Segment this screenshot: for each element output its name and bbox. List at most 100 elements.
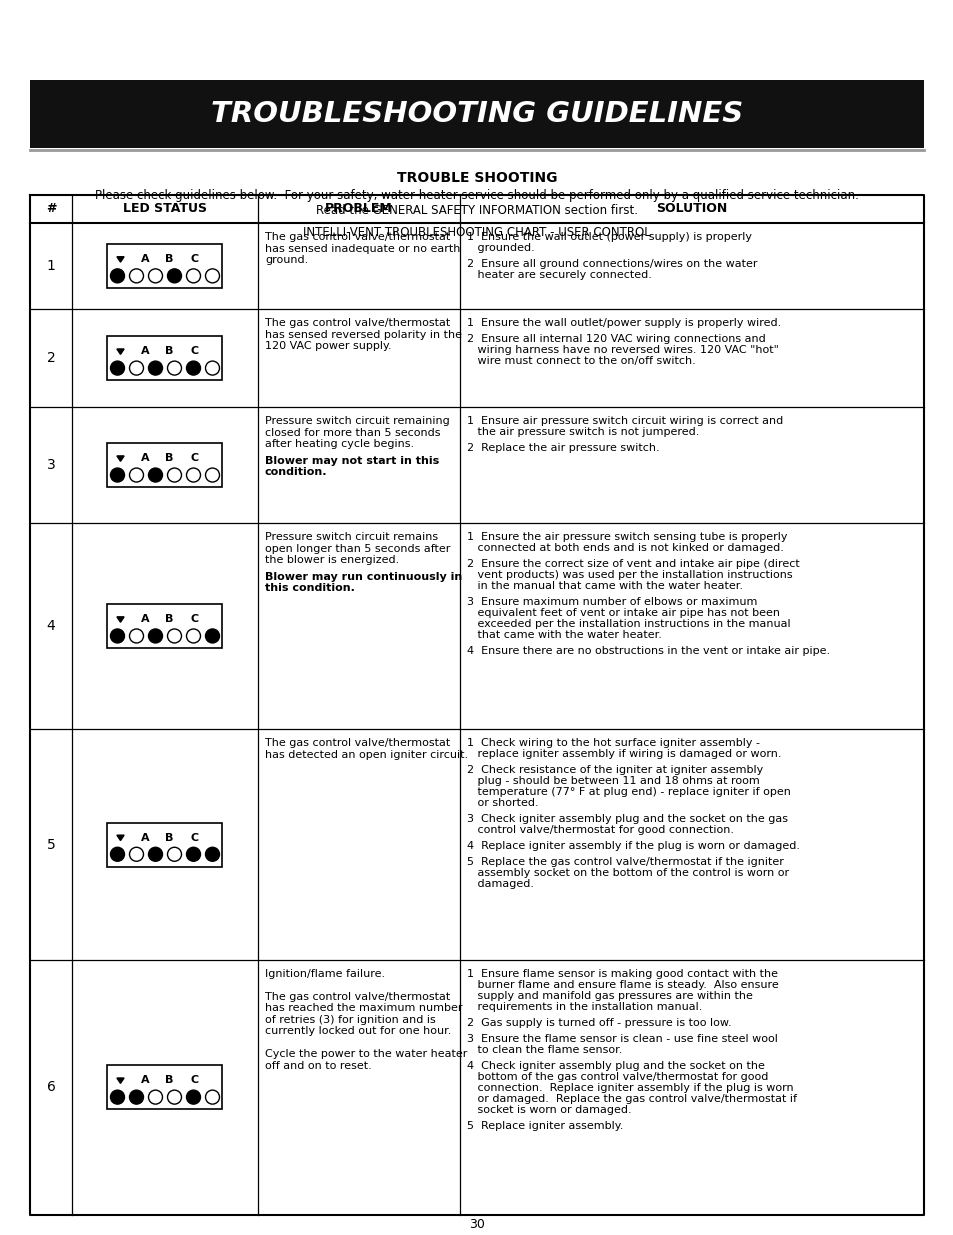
Text: 6: 6 [47,1081,55,1094]
Text: SOLUTION: SOLUTION [656,203,727,215]
Circle shape [168,361,181,375]
Text: ground.: ground. [265,254,308,266]
Text: 1  Check wiring to the hot surface igniter assembly -: 1 Check wiring to the hot surface ignite… [467,739,760,748]
Text: B: B [165,453,173,463]
Polygon shape [117,616,124,622]
Text: that came with the water heater.: that came with the water heater. [467,630,661,640]
Text: Pressure switch circuit remaining: Pressure switch circuit remaining [265,416,449,426]
Circle shape [186,1091,200,1104]
Text: equivalent feet of vent or intake air pipe has not been: equivalent feet of vent or intake air pi… [467,609,780,619]
Text: 1  Ensure flame sensor is making good contact with the: 1 Ensure flame sensor is making good con… [467,969,778,979]
Text: control valve/thermostat for good connection.: control valve/thermostat for good connec… [467,825,733,835]
Text: A: A [141,832,150,842]
Text: exceeded per the installation instructions in the manual: exceeded per the installation instructio… [467,619,790,630]
Polygon shape [117,257,124,262]
Text: socket is worn or damaged.: socket is worn or damaged. [467,1105,631,1115]
Text: Cycle the power to the water heater: Cycle the power to the water heater [265,1050,467,1060]
Circle shape [186,468,200,482]
Text: supply and manifold gas pressures are within the: supply and manifold gas pressures are wi… [467,990,752,1000]
Text: 30: 30 [469,1219,484,1231]
Text: 3  Ensure the flame sensor is clean - use fine steel wool: 3 Ensure the flame sensor is clean - use… [467,1034,777,1044]
Text: TROUBLESHOOTING GUIDELINES: TROUBLESHOOTING GUIDELINES [211,100,742,128]
Text: 4  Check igniter assembly plug and the socket on the: 4 Check igniter assembly plug and the so… [467,1061,764,1071]
Bar [30,80,923,148]
Text: 1: 1 [47,259,55,273]
Text: burner flame and ensure flame is steady.  Also ensure: burner flame and ensure flame is steady.… [467,979,778,990]
Text: 120 VAC power supply.: 120 VAC power supply. [265,341,392,351]
Text: A: A [141,614,150,624]
Text: C: C [191,254,198,264]
Text: B: B [165,614,173,624]
Text: closed for more than 5 seconds: closed for more than 5 seconds [265,429,440,438]
Text: this condition.: this condition. [265,583,355,593]
Circle shape [168,1091,181,1104]
Text: 5: 5 [47,837,55,852]
Text: 1  Ensure the air pressure switch sensing tube is properly: 1 Ensure the air pressure switch sensing… [467,532,786,542]
Text: replace igniter assembly if wiring is damaged or worn.: replace igniter assembly if wiring is da… [467,750,781,760]
Text: bottom of the gas control valve/thermostat for good: bottom of the gas control valve/thermost… [467,1072,767,1082]
Text: 2  Ensure all internal 120 VAC wiring connections and: 2 Ensure all internal 120 VAC wiring con… [467,335,765,345]
Circle shape [130,629,143,643]
Text: 2: 2 [47,352,55,366]
Circle shape [168,468,181,482]
Circle shape [149,629,162,643]
Text: grounded.: grounded. [467,243,535,253]
Circle shape [186,629,200,643]
Text: connected at both ends and is not kinked or damaged.: connected at both ends and is not kinked… [467,543,783,553]
Text: Blower may not start in this: Blower may not start in this [265,456,438,466]
Circle shape [130,847,143,861]
Text: #: # [46,203,56,215]
Text: C: C [191,1076,198,1086]
Text: C: C [191,346,198,357]
Text: 2  Replace the air pressure switch.: 2 Replace the air pressure switch. [467,443,659,453]
Text: Read the GENERAL SAFETY INFORMATION section first.: Read the GENERAL SAFETY INFORMATION sect… [315,205,638,217]
Text: assembly socket on the bottom of the control is worn or: assembly socket on the bottom of the con… [467,868,788,878]
Text: Blower may run continuously in: Blower may run continuously in [265,572,462,582]
Circle shape [111,361,125,375]
Text: 1  Ensure the wall outlet/power supply is properly wired.: 1 Ensure the wall outlet/power supply is… [467,319,781,329]
Text: 5  Replace igniter assembly.: 5 Replace igniter assembly. [467,1121,622,1131]
Text: 4: 4 [47,619,55,634]
Text: LED STATUS: LED STATUS [123,203,207,215]
Circle shape [130,1091,143,1104]
Circle shape [186,847,200,861]
Text: in the manual that came with the water heater.: in the manual that came with the water h… [467,582,742,592]
Text: 4  Replace igniter assembly if the plug is worn or damaged.: 4 Replace igniter assembly if the plug i… [467,841,800,851]
Circle shape [168,629,181,643]
Text: B: B [165,1076,173,1086]
Bar [108,604,222,648]
Text: off and on to reset.: off and on to reset. [265,1061,372,1071]
Bar [108,336,222,380]
Text: B: B [165,346,173,357]
Text: has sensed inadequate or no earth: has sensed inadequate or no earth [265,243,460,253]
Text: has sensed reversed polarity in the: has sensed reversed polarity in the [265,330,461,340]
Text: wire must connect to the on/off switch.: wire must connect to the on/off switch. [467,357,695,367]
Circle shape [205,361,219,375]
Text: or shorted.: or shorted. [467,798,538,808]
Text: 3  Check igniter assembly plug and the socket on the gas: 3 Check igniter assembly plug and the so… [467,814,787,824]
Circle shape [130,269,143,283]
Text: plug - should be between 11 and 18 ohms at room: plug - should be between 11 and 18 ohms … [467,777,759,787]
Circle shape [149,468,162,482]
Text: wiring harness have no reversed wires. 120 VAC "hot": wiring harness have no reversed wires. 1… [467,346,778,356]
Circle shape [149,1091,162,1104]
Text: Pressure switch circuit remains: Pressure switch circuit remains [265,532,437,542]
Text: the blower is energized.: the blower is energized. [265,556,399,566]
Polygon shape [117,456,124,462]
Polygon shape [117,835,124,841]
Text: B: B [165,254,173,264]
Text: C: C [191,614,198,624]
Text: INTELLI-VENT TROUBLESHOOTING CHART - USER CONTROL: INTELLI-VENT TROUBLESHOOTING CHART - USE… [303,226,650,240]
Text: 1  Ensure air pressure switch circuit wiring is correct and: 1 Ensure air pressure switch circuit wir… [467,416,782,426]
Text: vent products) was used per the installation instructions: vent products) was used per the installa… [467,571,792,580]
Text: B: B [165,832,173,842]
Text: C: C [191,453,198,463]
Text: to clean the flame sensor.: to clean the flame sensor. [467,1045,621,1055]
Text: or damaged.  Replace the gas control valve/thermostat if: or damaged. Replace the gas control valv… [467,1094,796,1104]
Text: The gas control valve/thermostat: The gas control valve/thermostat [265,739,450,748]
Text: requirements in the installation manual.: requirements in the installation manual. [467,1002,701,1011]
Text: 2  Ensure all ground connections/wires on the water: 2 Ensure all ground connections/wires on… [467,259,757,269]
Polygon shape [117,1078,124,1083]
Text: 4  Ensure there are no obstructions in the vent or intake air pipe.: 4 Ensure there are no obstructions in th… [467,646,829,656]
Circle shape [111,1091,125,1104]
